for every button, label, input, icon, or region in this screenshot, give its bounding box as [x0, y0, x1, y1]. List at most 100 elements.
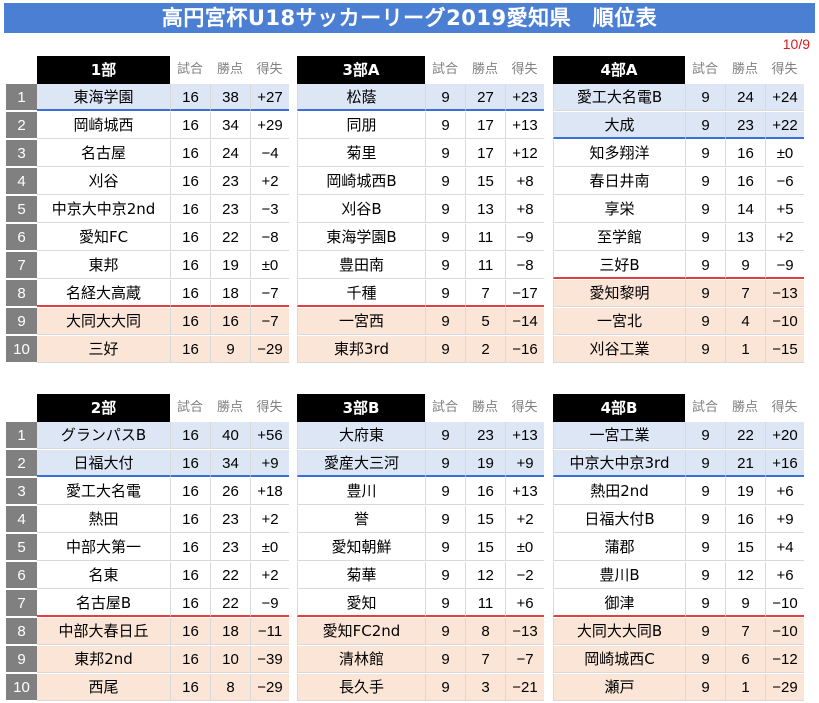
- goal-difference: +2: [250, 168, 289, 195]
- goal-difference: +5: [765, 196, 804, 223]
- matches-played: 9: [425, 674, 465, 701]
- points: 23: [465, 422, 505, 449]
- matches-played: 9: [425, 252, 465, 279]
- matches-played: 9: [685, 140, 725, 167]
- points: 23: [210, 534, 250, 561]
- matches-played: 16: [170, 336, 210, 363]
- matches-played: 9: [685, 252, 725, 279]
- matches-played: 16: [170, 112, 210, 139]
- goal-difference: −8: [250, 224, 289, 251]
- matches-played: 16: [170, 618, 210, 645]
- rank-number: 4: [6, 506, 37, 533]
- column-header: 勝点: [731, 400, 758, 415]
- matches-played: 9: [685, 422, 725, 449]
- team-name: グランパスB: [37, 422, 170, 449]
- group-name: 4部B: [553, 394, 685, 422]
- rank-number: 7: [6, 252, 37, 279]
- matches-played: 9: [425, 618, 465, 645]
- points: 17: [465, 112, 505, 139]
- matches-played: 9: [425, 422, 465, 449]
- matches-played: 9: [425, 224, 465, 251]
- goal-difference: −17: [505, 280, 544, 307]
- matches-played: 9: [685, 84, 725, 111]
- goal-difference: +9: [765, 506, 804, 533]
- rank-number: 2: [6, 450, 37, 477]
- table-row: 9 東邦2nd 16 10 −39 清林館 9 7 −7 岡崎城西C 9 6 −12: [6, 646, 814, 673]
- points: 8: [210, 674, 250, 701]
- column-header: 得失: [771, 400, 798, 415]
- goal-difference: −2: [505, 562, 544, 589]
- matches-played: 9: [425, 646, 465, 673]
- team-name: 熱田: [37, 506, 170, 533]
- team-name: 享栄: [553, 196, 685, 223]
- matches-played: 9: [425, 308, 465, 335]
- team-name: 日福大付B: [553, 506, 685, 533]
- rank-number: 6: [6, 562, 37, 589]
- goal-difference: +2: [765, 224, 804, 251]
- team-name: 熱田2nd: [553, 478, 685, 505]
- matches-played: 16: [170, 84, 210, 111]
- table-row: 10 三好 16 9 −29 東邦3rd 9 2 −16 刈谷工業 9 1 −15: [6, 336, 814, 363]
- matches-played: 16: [170, 168, 210, 195]
- matches-played: 9: [685, 478, 725, 505]
- goal-difference: −16: [505, 336, 544, 363]
- table-row: 3 愛工大名電 16 26 +18 豊川 9 16 +13 熱田2nd 9 19 +6: [6, 478, 814, 505]
- matches-played: 16: [170, 308, 210, 335]
- table-row: 10 西尾 16 8 −29 長久手 9 3 −21 瀬戸 9 1 −29: [6, 674, 814, 701]
- team-name: 愛知朝鮮: [297, 534, 425, 561]
- column-header: 試合: [176, 400, 203, 415]
- table-row: 4 刈谷 16 23 +2 岡崎城西B 9 15 +8 春日井南 9 16 −6: [6, 168, 814, 195]
- matches-played: 9: [685, 280, 725, 307]
- column-header: 勝点: [471, 400, 498, 415]
- goal-difference: ±0: [765, 140, 804, 167]
- column-header: 試合: [431, 62, 458, 77]
- table-row: 5 中京大中京2nd 16 23 −3 刈谷B 9 13 +8 享栄 9 14 +5: [6, 196, 814, 223]
- goal-difference: ±0: [505, 534, 544, 561]
- matches-played: 9: [685, 112, 725, 139]
- matches-played: 9: [685, 336, 725, 363]
- column-header: 勝点: [471, 62, 498, 77]
- team-name: 名古屋: [37, 140, 170, 167]
- group-name: 1部: [37, 56, 170, 84]
- team-name: 愛工大名電B: [553, 84, 685, 111]
- matches-played: 16: [170, 140, 210, 167]
- goal-difference: +2: [250, 562, 289, 589]
- points: 12: [725, 562, 765, 589]
- goal-difference: −7: [250, 280, 289, 307]
- goal-difference: −10: [765, 618, 804, 645]
- goal-difference: −21: [505, 674, 544, 701]
- points: 13: [725, 224, 765, 251]
- team-name: 東邦: [37, 252, 170, 279]
- table-row: 9 大同大大同 16 16 −7 一宮西 9 5 −14 一宮北 9 4 −10: [6, 308, 814, 335]
- points: 9: [210, 336, 250, 363]
- table-row: 3 名古屋 16 24 −4 菊里 9 17 +12 知多翔洋 9 16 ±0: [6, 140, 814, 167]
- team-name: 菊里: [297, 140, 425, 167]
- team-name: 愛知FC2nd: [297, 618, 425, 645]
- team-name: 一宮西: [297, 308, 425, 335]
- goal-difference: +8: [505, 168, 544, 195]
- goal-difference: ±0: [250, 534, 289, 561]
- points: 6: [725, 646, 765, 673]
- team-name: 長久手: [297, 674, 425, 701]
- team-name: 東海学園B: [297, 224, 425, 251]
- points: 23: [725, 112, 765, 139]
- points: 18: [210, 280, 250, 307]
- goal-difference: +6: [505, 590, 544, 617]
- table-row: 1 グランパスB 16 40 +56 大府東 9 23 +13 一宮工業 9 22 +20: [6, 422, 814, 449]
- table-row: 5 中部大第一 16 23 ±0 愛知朝鮮 9 15 ±0 蒲郡 9 15 +4: [6, 534, 814, 561]
- points: 16: [465, 478, 505, 505]
- goal-difference: +9: [505, 450, 544, 477]
- team-name: 愛知黎明: [553, 280, 685, 307]
- team-name: 岡崎城西B: [297, 168, 425, 195]
- team-name: 愛知: [297, 590, 425, 617]
- matches-played: 16: [170, 252, 210, 279]
- goal-difference: −15: [765, 336, 804, 363]
- team-name: 一宮北: [553, 308, 685, 335]
- column-header: 得失: [256, 400, 283, 415]
- points: 9: [725, 252, 765, 279]
- matches-played: 9: [425, 196, 465, 223]
- matches-played: 9: [425, 112, 465, 139]
- goal-difference: +2: [505, 506, 544, 533]
- points: 38: [210, 84, 250, 111]
- points: 15: [465, 534, 505, 561]
